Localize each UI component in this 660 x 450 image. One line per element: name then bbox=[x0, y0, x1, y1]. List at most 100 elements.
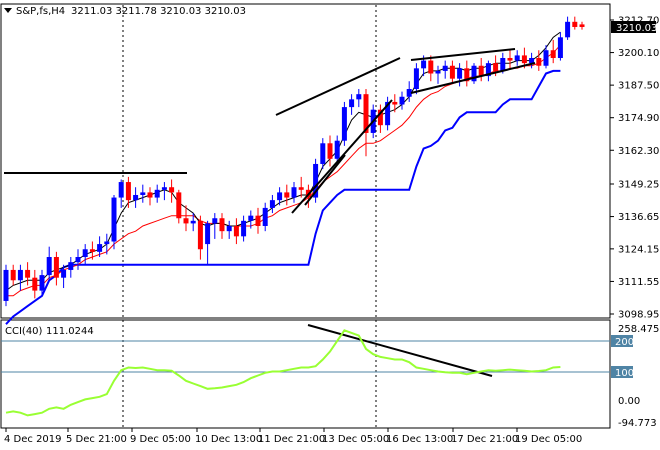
candle-body bbox=[363, 94, 369, 133]
candle-body bbox=[471, 65, 477, 82]
candle bbox=[457, 63, 463, 87]
candle bbox=[169, 179, 175, 203]
candle-body bbox=[82, 249, 88, 258]
candle-body bbox=[356, 94, 362, 100]
candle-body bbox=[248, 215, 254, 221]
candle bbox=[406, 81, 412, 102]
time-tick-label: 13 Dec 05:00 bbox=[322, 434, 389, 445]
trend-lines[interactable] bbox=[4, 48, 536, 377]
candle-body bbox=[399, 96, 405, 105]
candle bbox=[75, 249, 81, 270]
time-tick-label: 9 Dec 05:00 bbox=[130, 434, 191, 445]
trend-line bbox=[304, 154, 346, 206]
candle-body bbox=[550, 50, 556, 58]
candle-body bbox=[500, 57, 506, 71]
candle-body bbox=[125, 182, 131, 201]
candle bbox=[284, 184, 290, 206]
time-tick-label: 10 Dec 13:00 bbox=[195, 434, 262, 445]
trend-line bbox=[307, 324, 493, 377]
trend-line bbox=[275, 57, 401, 116]
candle bbox=[399, 91, 405, 110]
candle bbox=[118, 179, 124, 208]
candle bbox=[89, 241, 95, 260]
candle bbox=[356, 89, 362, 108]
candle-body bbox=[53, 257, 59, 278]
candle bbox=[183, 205, 189, 232]
candle-body bbox=[169, 187, 175, 193]
candle-body bbox=[277, 192, 283, 201]
cci-series-line bbox=[5, 329, 561, 417]
candle bbox=[514, 50, 520, 66]
candle-body bbox=[464, 68, 470, 82]
candle-body bbox=[140, 192, 146, 195]
candle bbox=[82, 244, 88, 265]
candle-body bbox=[529, 57, 535, 64]
current-price-tag-text: 3210.03 bbox=[616, 23, 657, 34]
candle-body bbox=[442, 65, 448, 71]
candle bbox=[334, 135, 340, 164]
candle bbox=[435, 65, 441, 84]
candle bbox=[557, 32, 563, 61]
symbol-dropdown-icon[interactable] bbox=[4, 8, 12, 13]
candle bbox=[320, 138, 326, 170]
candle-body bbox=[543, 50, 549, 66]
candle-body bbox=[557, 37, 563, 58]
time-tick-label: 5 Dec 21:00 bbox=[66, 434, 127, 445]
time-tick-label: 19 Dec 05:00 bbox=[515, 434, 582, 445]
candle bbox=[226, 220, 232, 239]
candle-body bbox=[104, 241, 110, 245]
candle bbox=[104, 233, 110, 255]
candle bbox=[579, 21, 585, 30]
cci-level-tag bbox=[611, 335, 633, 347]
candle-body bbox=[565, 21, 571, 38]
candle-body bbox=[154, 189, 160, 198]
trend-line bbox=[410, 48, 516, 61]
price-tick-label: 3174.90 bbox=[618, 113, 659, 124]
candle-body bbox=[32, 277, 38, 291]
trend-line bbox=[291, 99, 393, 214]
candle-body bbox=[133, 194, 139, 201]
candle bbox=[449, 60, 455, 84]
candle-body bbox=[212, 218, 218, 224]
cci-panel bbox=[0, 319, 611, 429]
candle bbox=[248, 210, 254, 229]
candle-body bbox=[89, 249, 95, 252]
candle-body bbox=[269, 200, 275, 208]
candle bbox=[442, 60, 448, 79]
candle bbox=[46, 246, 52, 281]
candle bbox=[205, 220, 211, 265]
vertical-grid bbox=[122, 5, 377, 427]
candle-body bbox=[478, 65, 484, 77]
candle-body bbox=[190, 220, 196, 224]
candle bbox=[327, 135, 333, 167]
candle bbox=[363, 89, 369, 157]
candle-body bbox=[327, 143, 333, 159]
candle bbox=[485, 60, 491, 82]
candle bbox=[3, 264, 9, 307]
candle bbox=[147, 187, 153, 206]
cci-tick-label: 0.00 bbox=[618, 396, 640, 407]
time-tick-label: 4 Dec 2019 bbox=[4, 434, 62, 445]
candle bbox=[97, 236, 103, 258]
candle-body bbox=[3, 269, 9, 301]
candle bbox=[298, 176, 304, 198]
price-axis: 3212.703200.103187.503174.903162.303149.… bbox=[610, 16, 659, 321]
price-tick-label: 3200.10 bbox=[618, 48, 659, 59]
candle-body bbox=[97, 244, 103, 252]
candlesticks bbox=[3, 16, 585, 307]
candle-body bbox=[61, 269, 67, 278]
time-axis: 4 Dec 2019 5 Dec 21:00 9 Dec 05:00 10 Dec 1… bbox=[4, 428, 582, 445]
candle bbox=[413, 63, 419, 95]
candle-body bbox=[341, 107, 347, 141]
candle-body bbox=[406, 89, 412, 97]
time-tick-label: 11 Dec 21:00 bbox=[258, 434, 325, 445]
candle bbox=[10, 264, 16, 286]
candle-body bbox=[291, 187, 297, 198]
candle bbox=[550, 39, 556, 64]
candle-body bbox=[413, 68, 419, 90]
candle bbox=[17, 264, 23, 291]
candle bbox=[39, 269, 45, 296]
candle-body bbox=[377, 109, 383, 126]
cci-tick-label: 258.475 bbox=[618, 324, 659, 335]
